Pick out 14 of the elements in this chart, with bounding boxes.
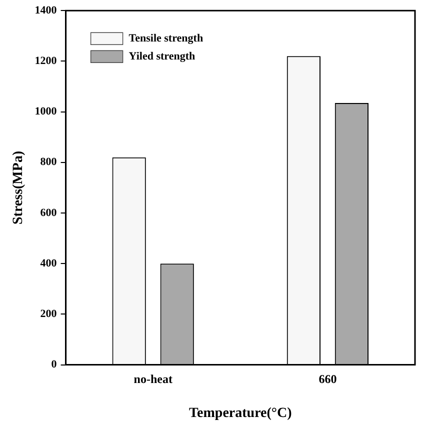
y-tick-label: 800 [40, 156, 58, 168]
y-tick-label: 0 [51, 358, 58, 371]
legend-label: Yiled strength [128, 50, 196, 62]
y-tick-label: 400 [40, 257, 58, 270]
x-tick-label: 660 [318, 372, 337, 386]
y-tick-label: 1200 [34, 55, 58, 68]
y-tick-label: 1400 [34, 4, 58, 16]
y-tick-label: 600 [40, 206, 58, 219]
legend-label: Tensile strength [128, 32, 204, 44]
x-axis-title: Temperature(°C) [188, 406, 292, 422]
y-tick-label: 1000 [34, 106, 58, 118]
x-tick-label: no-heat [134, 372, 172, 386]
y-tick-label: 200 [40, 308, 58, 320]
y-axis-title: Stress(MPa) [11, 150, 26, 225]
